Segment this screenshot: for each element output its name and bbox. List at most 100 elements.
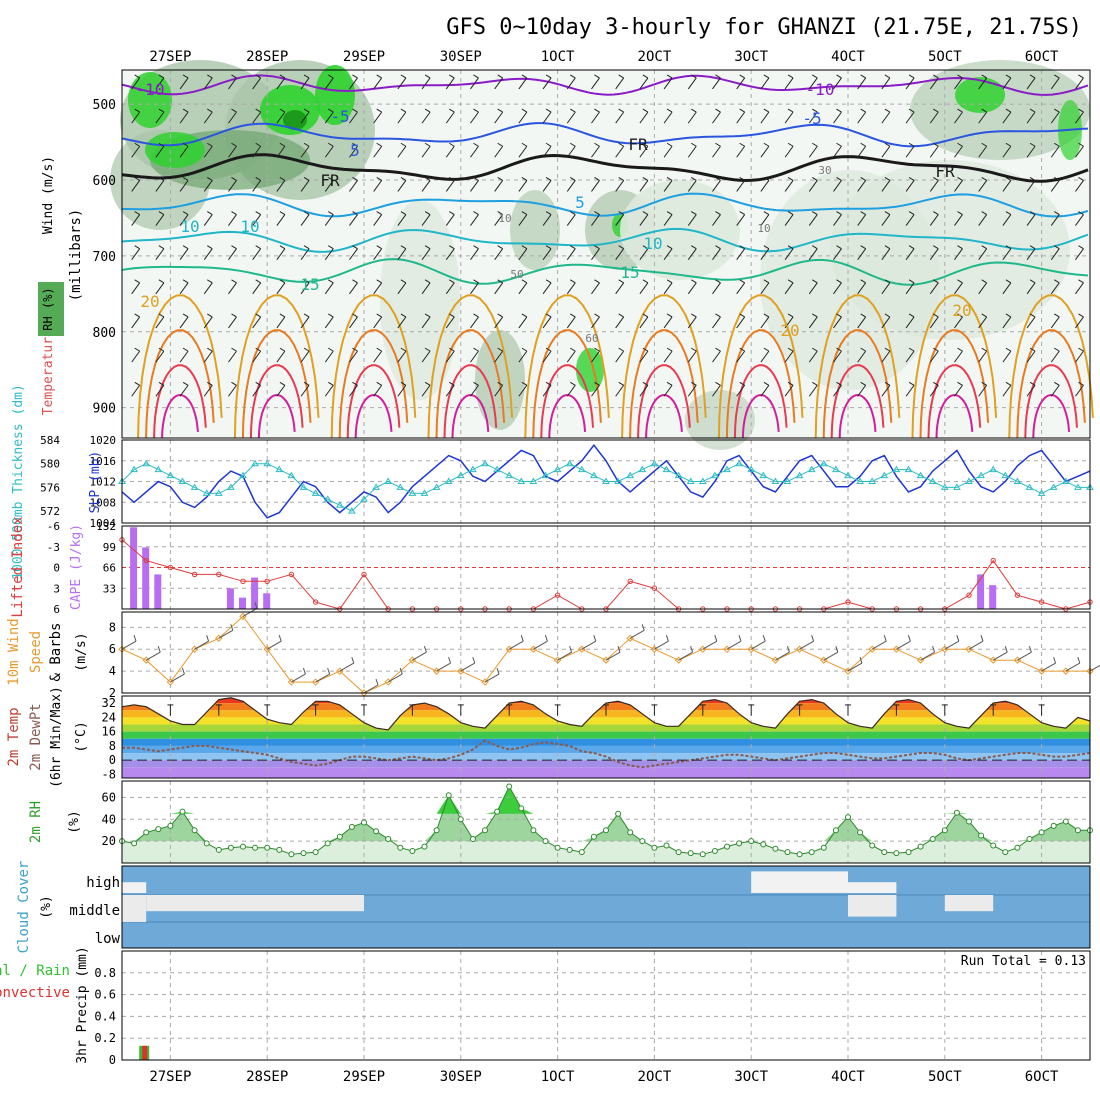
wind-barb-upper: [518, 180, 528, 192]
wind-barb-upper: [1075, 214, 1084, 226]
rh2m-marker: [1050, 822, 1057, 829]
wind10-barb: [775, 651, 790, 661]
lifted-index-marker: [1038, 599, 1045, 605]
wind-barb-upper: [691, 245, 697, 250]
ylabel-cloud: Cloud Cover: [16, 861, 32, 954]
wind-barb-upper: [881, 145, 891, 158]
wind-barb-upper: [739, 245, 745, 250]
wind-barb-upper: [1078, 211, 1084, 215]
wind-barb-upper: [1078, 313, 1084, 318]
x-tick-label-bottom: 30SEP: [440, 1069, 482, 1085]
wind-barb-upper: [134, 381, 140, 386]
wind-barb-upper: [473, 279, 479, 284]
wind-barb-upper: [352, 347, 358, 352]
wind-barb-upper: [687, 350, 697, 363]
wind-barb-upper: [421, 350, 431, 363]
precip-tick-label: 0: [109, 1053, 116, 1067]
ylabel-precip-c: 3hr Precip (mm): [75, 946, 90, 1063]
wind10-marker: [989, 656, 997, 664]
wind-barb-upper: [933, 279, 939, 284]
wind-barb-upper: [808, 111, 818, 124]
wind-barb-upper: [1005, 279, 1012, 284]
wind-barb-upper: [618, 74, 624, 79]
wind-barb-upper: [784, 316, 794, 329]
wind-barb-upper: [687, 316, 697, 329]
wind-barb-upper: [228, 214, 237, 226]
wind-barb-upper: [812, 74, 818, 79]
ylabel-temp2m-units: (°C): [74, 721, 89, 752]
wind-barb-upper: [179, 282, 189, 295]
wind-barb-upper: [857, 77, 867, 90]
cloud-high-block: [848, 882, 897, 893]
wind10-tick-label: 4: [109, 664, 116, 678]
wind-barb-upper: [494, 145, 504, 158]
ylabel-slp: SLP (mb): [88, 451, 103, 514]
thickness-marker: [469, 465, 477, 473]
wind-barb-upper: [857, 282, 867, 295]
wind-barb-upper: [449, 176, 455, 181]
wind-barb-upper: [400, 381, 407, 386]
cape-bar: [977, 574, 985, 609]
wind-barb-upper: [400, 108, 407, 113]
thickness-marker: [711, 471, 719, 479]
wind-barb-upper: [978, 248, 988, 260]
wind-barb-upper: [207, 142, 213, 147]
wind-barb-upper: [978, 111, 988, 124]
wind-barb-upper: [1026, 214, 1036, 226]
wind-barb-upper: [739, 313, 745, 318]
wind-barb-upper: [445, 145, 455, 158]
panel-frame-temp: [121, 695, 1091, 779]
wind-barb-upper: [228, 350, 237, 363]
wind-barb-upper: [812, 313, 818, 318]
thickness-marker: [735, 459, 743, 467]
wind10-barb: [520, 635, 524, 642]
wind-barb-upper: [833, 214, 842, 226]
wind-barb-upper: [566, 350, 576, 363]
contour-label: -5: [802, 109, 821, 128]
thickness-tick-label: 580: [40, 458, 60, 471]
wind10-marker: [529, 645, 538, 653]
wind10-barb: [1041, 662, 1056, 672]
contour-label: 15: [300, 275, 319, 294]
wind-barb-upper: [470, 316, 479, 329]
wind-barb-upper: [857, 111, 867, 124]
thickness-marker: [481, 459, 489, 467]
wind-barb-upper: [978, 384, 988, 397]
wind-barb-upper: [715, 347, 721, 352]
temp-contour-25: [241, 329, 312, 439]
wind-barb-upper: [663, 77, 673, 90]
wind-barb-upper: [954, 145, 963, 158]
slp-tick-label: 1016: [90, 455, 117, 468]
cape-tick-label: 33: [103, 582, 116, 595]
wind10-barb: [786, 646, 790, 653]
wind-barb-upper: [981, 313, 987, 318]
slp-tick-label: 1020: [90, 434, 117, 447]
wind-barb-upper: [1050, 77, 1060, 90]
wind-barb-upper: [397, 384, 407, 397]
wind-barb-upper: [760, 180, 770, 192]
wind-barb-upper: [155, 180, 165, 192]
ylabel-rh2m: 2m RH: [28, 801, 44, 843]
wind-barb-upper: [376, 176, 382, 181]
wind10-barb: [230, 624, 234, 631]
wind-barb-upper: [400, 347, 407, 352]
temp-contour-25: [1016, 329, 1086, 439]
rh2m-marker: [893, 850, 900, 857]
wind-barb-upper: [424, 176, 431, 181]
lifted-index-marker: [554, 592, 561, 598]
wind-barb-upper: [518, 214, 528, 226]
wind-barb-upper: [228, 384, 237, 397]
wind-barb-upper: [784, 145, 794, 158]
wind-barb-upper: [663, 248, 673, 260]
wind-barb-upper: [324, 77, 334, 90]
lifted-index-marker: [361, 571, 367, 578]
wind-barb-upper: [373, 350, 383, 363]
wind-barb-upper: [445, 214, 455, 226]
rh-shade-patch: [576, 348, 604, 392]
li-tick-label: 0: [53, 562, 60, 575]
thickness-marker: [166, 471, 175, 479]
wind-barb-upper: [182, 74, 189, 79]
wind-barb-upper: [279, 176, 286, 181]
wind-barb-upper: [787, 313, 794, 318]
